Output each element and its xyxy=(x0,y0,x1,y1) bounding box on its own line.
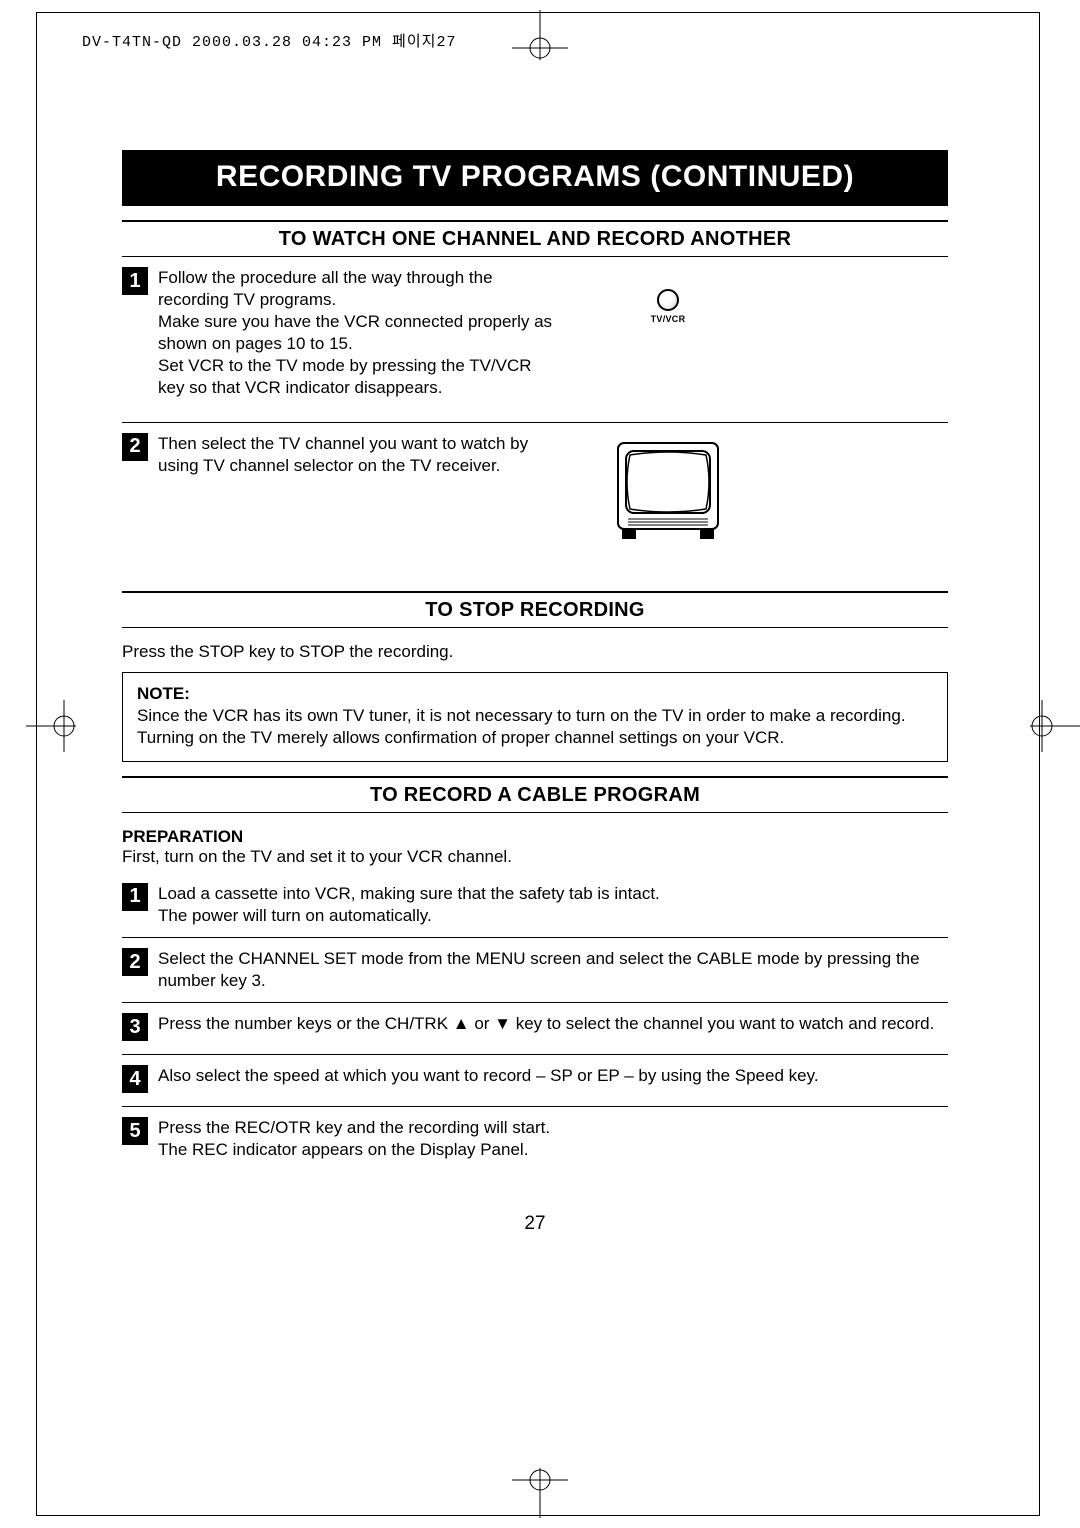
cable-step-1: 1 Load a cassette into VCR, making sure … xyxy=(122,873,948,938)
section-heading-cable: TO RECORD A CABLE PROGRAM xyxy=(122,776,948,813)
step-text: Follow the procedure all the way through… xyxy=(158,267,558,400)
step-text: Select the CHANNEL SET mode from the MEN… xyxy=(158,948,948,992)
tv-icon xyxy=(608,437,728,547)
step-number-icon: 1 xyxy=(122,883,148,911)
page-title-bar: RECORDING TV PROGRAMS (CONTINUED) xyxy=(122,150,948,206)
page-title: RECORDING TV PROGRAMS (CONTINUED) xyxy=(216,160,854,193)
cable-step-5: 5 Press the REC/OTR key and the recordin… xyxy=(122,1107,948,1171)
document-meta: DV-T4TN-QD 2000.03.28 04:23 PM 페이지27 xyxy=(82,30,456,51)
step-number-icon: 3 xyxy=(122,1013,148,1041)
step-number-icon: 4 xyxy=(122,1065,148,1093)
cable-step-2: 2 Select the CHANNEL SET mode from the M… xyxy=(122,938,948,1003)
preparation-text: First, turn on the TV and set it to your… xyxy=(122,847,948,867)
button-label: TV/VCR xyxy=(651,314,686,324)
crop-mark-top xyxy=(494,10,586,70)
stop-instruction: Press the STOP key to STOP the recording… xyxy=(122,642,948,662)
step-number-icon: 5 xyxy=(122,1117,148,1145)
step-text: Press the REC/OTR key and the recording … xyxy=(158,1117,948,1161)
cable-step-3: 3 Press the number keys or the CH/TRK ▲ … xyxy=(122,1003,948,1055)
step-text: Load a cassette into VCR, making sure th… xyxy=(158,883,948,927)
note-text: Since the VCR has its own TV tuner, it i… xyxy=(137,706,906,747)
step-number-icon: 2 xyxy=(122,433,148,461)
step-text: Press the number keys or the CH/TRK ▲ or… xyxy=(158,1013,948,1035)
tvvcr-button-illustration: TV/VCR xyxy=(558,267,778,324)
step-number-icon: 1 xyxy=(122,267,148,295)
button-icon xyxy=(657,289,679,311)
watch-step-2: 2 Then select the TV channel you want to… xyxy=(122,423,948,577)
section-heading-stop: TO STOP RECORDING xyxy=(122,591,948,628)
step-text: Then select the TV channel you want to w… xyxy=(158,433,558,477)
step-number-icon: 2 xyxy=(122,948,148,976)
crop-mark-bottom xyxy=(494,1458,586,1518)
page-number: 27 xyxy=(122,1213,948,1235)
tv-illustration xyxy=(558,437,778,547)
section-heading-watch: TO WATCH ONE CHANNEL AND RECORD ANOTHER xyxy=(122,220,948,257)
crop-mark-right xyxy=(1020,696,1080,756)
note-box: NOTE: Since the VCR has its own TV tuner… xyxy=(122,672,948,762)
step-text: Also select the speed at which you want … xyxy=(158,1065,948,1087)
note-label: NOTE: xyxy=(137,684,190,703)
crop-mark-left xyxy=(26,696,86,756)
page-content: RECORDING TV PROGRAMS (CONTINUED) TO WAT… xyxy=(122,150,948,1235)
watch-step-1: 1 Follow the procedure all the way throu… xyxy=(122,257,948,423)
preparation-label: PREPARATION xyxy=(122,827,948,847)
cable-step-4: 4 Also select the speed at which you wan… xyxy=(122,1055,948,1107)
